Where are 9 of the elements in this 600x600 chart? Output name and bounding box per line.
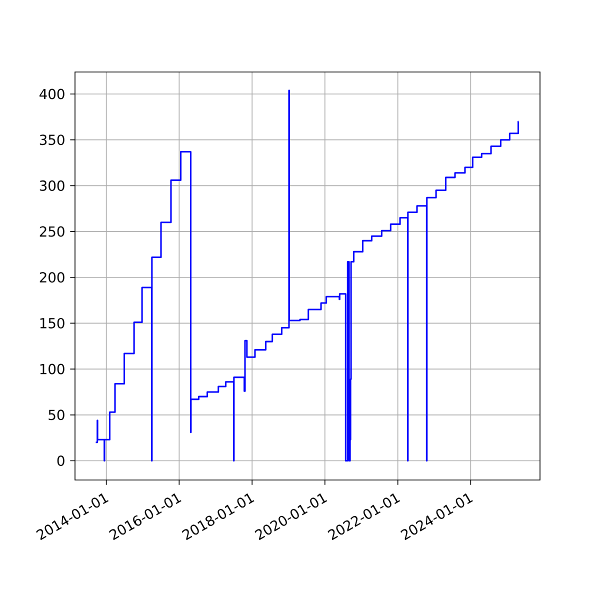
y-tick-label: 50 [48, 410, 64, 420]
y-tick-label: 350 [40, 134, 64, 146]
y-tick-label: 300 [40, 180, 64, 191]
y-tick-label: 250 [40, 226, 64, 237]
y-tick-label: 100 [40, 364, 64, 374]
y-tick-label: 150 [40, 318, 64, 328]
y-tick-label: 400 [40, 88, 64, 100]
y-tick-label: 200 [40, 272, 64, 283]
y-tick-label: 0 [57, 455, 64, 466]
